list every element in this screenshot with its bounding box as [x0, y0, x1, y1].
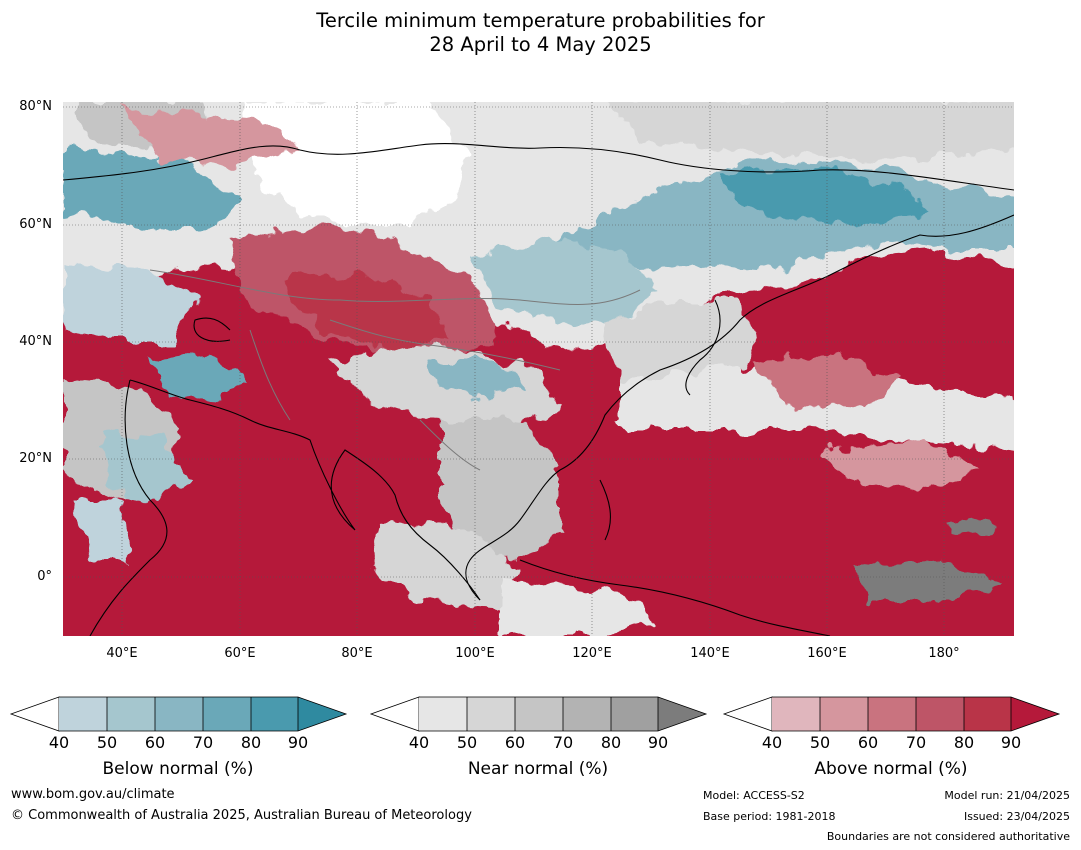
colorbar-above: [722, 696, 1061, 732]
cbar-below-tick: 40: [48, 733, 70, 752]
colorbar-near: [369, 696, 708, 732]
cbar-above-tick: 90: [1000, 733, 1022, 752]
lon-label-40e: 40°E: [106, 646, 138, 661]
cbar-above-tick: 80: [953, 733, 975, 752]
cbar-near-tick: 40: [408, 733, 430, 752]
country-borders: [149, 269, 641, 471]
chart-title-line1: Tercile minimum temperature probabilitie…: [316, 9, 765, 32]
cbar-near-tick: 50: [456, 733, 478, 752]
lon-label-80e: 80°E: [341, 646, 373, 661]
lat-label-20n: 20°N: [19, 451, 52, 466]
graticule: [63, 102, 1014, 636]
cbar-above-tick: 50: [809, 733, 831, 752]
lon-label-100e: 100°E: [455, 646, 495, 661]
chart-title-line2: 28 April to 4 May 2025: [429, 33, 652, 56]
colorbar-below: [9, 696, 348, 732]
cbar-above-title: Above normal (%): [814, 759, 968, 779]
lat-label-40n: 40°N: [19, 334, 52, 349]
lat-label-0: 0°: [37, 569, 52, 584]
lon-label-60e: 60°E: [224, 646, 256, 661]
field-patches: [63, 102, 1014, 636]
cbar-near-tick: 60: [504, 733, 526, 752]
lon-label-120e: 120°E: [572, 646, 612, 661]
model-text: Model: ACCESS-S2: [703, 789, 805, 802]
lat-label-60n: 60°N: [19, 217, 52, 232]
cbar-below-tick: 80: [240, 733, 262, 752]
lon-label-140e: 140°E: [690, 646, 730, 661]
cbar-below-tick: 60: [144, 733, 166, 752]
probability-field: [63, 102, 1014, 636]
cbar-near-tick: 80: [600, 733, 622, 752]
cbar-near-tick: 90: [647, 733, 669, 752]
cbar-near-title: Near normal (%): [467, 759, 609, 779]
coastlines: [63, 143, 1014, 636]
lon-label-180: 180°: [928, 646, 960, 661]
cbar-above-tick: 60: [857, 733, 879, 752]
disclaimer-text: Boundaries are not considered authoritat…: [826, 830, 1070, 843]
model-run-text: Model run: 21/04/2025: [944, 789, 1070, 802]
lat-label-80n: 80°N: [19, 99, 52, 114]
issued-text: Issued: 23/04/2025: [963, 810, 1070, 823]
cbar-near-tick: 70: [552, 733, 574, 752]
cbar-above-tick: 40: [761, 733, 783, 752]
cbar-below-title: Below normal (%): [102, 759, 254, 779]
cbar-below-tick: 50: [96, 733, 118, 752]
cbar-above-tick: 70: [905, 733, 927, 752]
base-period-text: Base period: 1981-2018: [703, 810, 836, 823]
cbar-below-tick: 90: [287, 733, 309, 752]
lon-label-160e: 160°E: [807, 646, 847, 661]
cbar-below-tick: 70: [192, 733, 214, 752]
website-link[interactable]: www.bom.gov.au/climate: [11, 787, 175, 802]
copyright-text: © Commonwealth of Australia 2025, Austra…: [11, 808, 472, 823]
